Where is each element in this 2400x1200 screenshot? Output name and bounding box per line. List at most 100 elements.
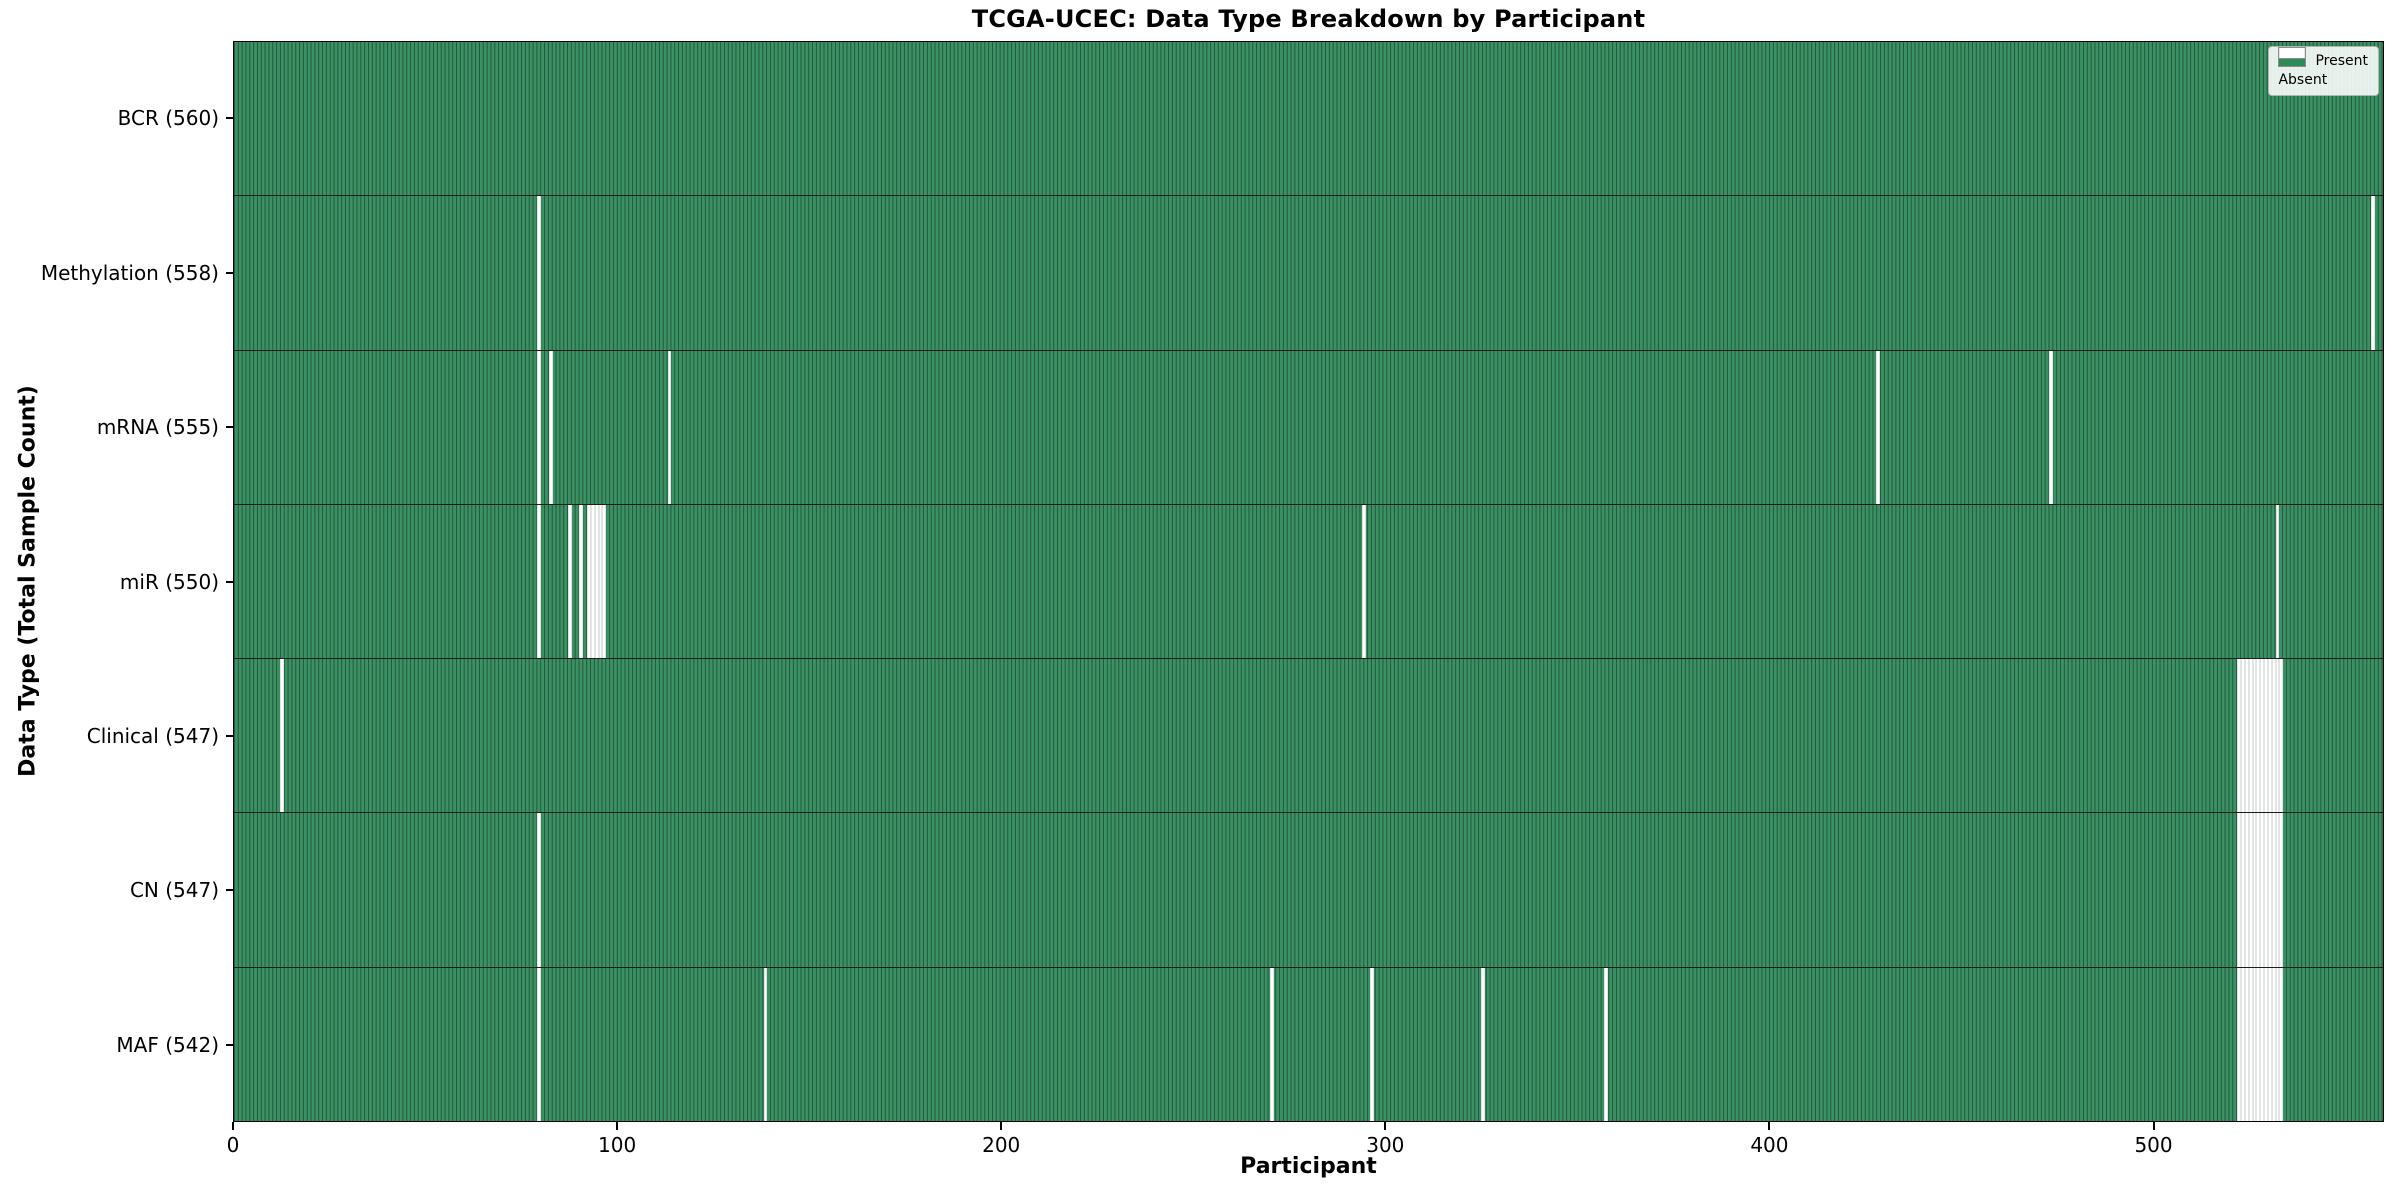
absent-cell (2371, 196, 2376, 350)
legend-absent-label: Absent (2278, 72, 2328, 88)
y-tick-mark (226, 889, 233, 892)
absent-cell (2256, 967, 2261, 1121)
absent-cell (2279, 813, 2284, 967)
absent-cell (2248, 967, 2253, 1121)
absent-cell (2275, 659, 2280, 813)
row-mRNA (234, 349, 2383, 504)
y-tick-mark (226, 271, 233, 274)
y-tick-mark (226, 734, 233, 737)
y-tick-mark (226, 117, 233, 120)
absent-cell (2271, 813, 2276, 967)
absent-cell (2244, 659, 2249, 813)
absent-cell (2252, 659, 2257, 813)
absent-cell (2252, 967, 2257, 1121)
absent-cell (2271, 659, 2276, 813)
absent-cell (2237, 967, 2241, 1121)
absent-cell (537, 967, 541, 1121)
absent-cell (2049, 350, 2053, 504)
absent-cell (2260, 967, 2265, 1121)
absent-cell (2264, 967, 2268, 1121)
y-tick-mark (226, 1043, 233, 1046)
absent-cell (2241, 813, 2245, 967)
absent-cell (2252, 813, 2257, 967)
row-miR (234, 503, 2383, 659)
absent-cell (2267, 659, 2272, 813)
absent-cell (1270, 967, 1274, 1121)
absent-cell (579, 504, 584, 659)
absent-cell (2279, 967, 2284, 1121)
x-tick-label: 500 (2134, 1133, 2173, 1157)
absent-cell (2260, 659, 2265, 813)
chart-title: TCGA-UCEC: Data Type Breakdown by Partic… (971, 5, 1646, 33)
absent-cell (2241, 659, 2245, 813)
absent-cell (2260, 813, 2265, 967)
absent-cell (537, 350, 541, 504)
absent-cell (2275, 813, 2280, 967)
x-tick-mark (1768, 1122, 1771, 1130)
x-tick-label: 0 (226, 1133, 240, 1157)
row-Clinical (234, 658, 2383, 813)
y-tick-label: mRNA (555) (96, 415, 219, 440)
x-axis-ticks: 0 100 200 300 400 500 (227, 1122, 2384, 1162)
plot-area: Present Absent (233, 41, 2384, 1122)
absent-cell (667, 350, 672, 504)
y-tick-label: miR (550) (119, 569, 219, 594)
legend-entry-absent: Absent (2278, 47, 2368, 88)
legend: Present Absent (2268, 46, 2379, 96)
absent-cell (1362, 504, 1367, 659)
y-tick-label: BCR (560) (117, 106, 219, 131)
absent-cell (2267, 813, 2272, 967)
absent-cell (2264, 813, 2268, 967)
absent-cell (2244, 967, 2249, 1121)
y-tick-label: Methylation (558) (40, 260, 219, 285)
absent-cell (1481, 967, 1486, 1121)
absent-cell (2275, 967, 2280, 1121)
absent-cell (763, 967, 768, 1121)
legend-absent-swatch (2278, 47, 2307, 59)
x-tick-mark (1384, 1122, 1387, 1130)
absent-cell (548, 350, 553, 504)
x-tick-label: 200 (982, 1133, 1021, 1157)
absent-cell (537, 504, 541, 659)
absent-cell (602, 504, 607, 659)
x-tick-label: 300 (1366, 1133, 1405, 1157)
absent-cell (594, 504, 599, 659)
absent-cell (2256, 813, 2261, 967)
y-axis-ticks: BCR (560) Methylation (558) mRNA (555) miR … (0, 41, 233, 1122)
absent-cell (2256, 659, 2261, 813)
row-BCR (234, 42, 2383, 196)
absent-cell (587, 504, 591, 659)
y-tick-mark (226, 426, 233, 429)
absent-cell (537, 813, 541, 967)
absent-cell (1876, 350, 1881, 504)
x-tick-mark (2152, 1122, 2155, 1130)
y-tick-mark (226, 580, 233, 583)
absent-cell (590, 504, 595, 659)
absent-cell (1369, 967, 1374, 1121)
row-CN (234, 812, 2383, 967)
absent-cell (280, 659, 284, 813)
x-tick-mark (1000, 1122, 1003, 1130)
y-tick-label: CN (547) (129, 878, 219, 903)
absent-cell (2244, 813, 2249, 967)
row-MAF (234, 966, 2383, 1121)
absent-cell (2241, 967, 2245, 1121)
absent-cell (598, 504, 603, 659)
absent-cell (537, 196, 541, 350)
y-tick-label: Clinical (547) (86, 723, 219, 748)
absent-cell (2275, 504, 2280, 659)
x-tick-mark (232, 1122, 234, 1130)
x-tick-label: 400 (1750, 1133, 1789, 1157)
heatmap-rows (234, 42, 2383, 1121)
y-tick-label: MAF (542) (116, 1032, 219, 1057)
x-axis-label: Participant (1240, 1154, 1377, 1179)
absent-cell (2237, 659, 2241, 813)
absent-cell (567, 504, 572, 659)
absent-cell (2264, 659, 2268, 813)
absent-cell (2279, 659, 2284, 813)
legend-present-label: Present (2315, 53, 2368, 69)
absent-cell (2248, 659, 2253, 813)
x-tick-label: 100 (598, 1133, 637, 1157)
row-Methylation (234, 195, 2383, 350)
